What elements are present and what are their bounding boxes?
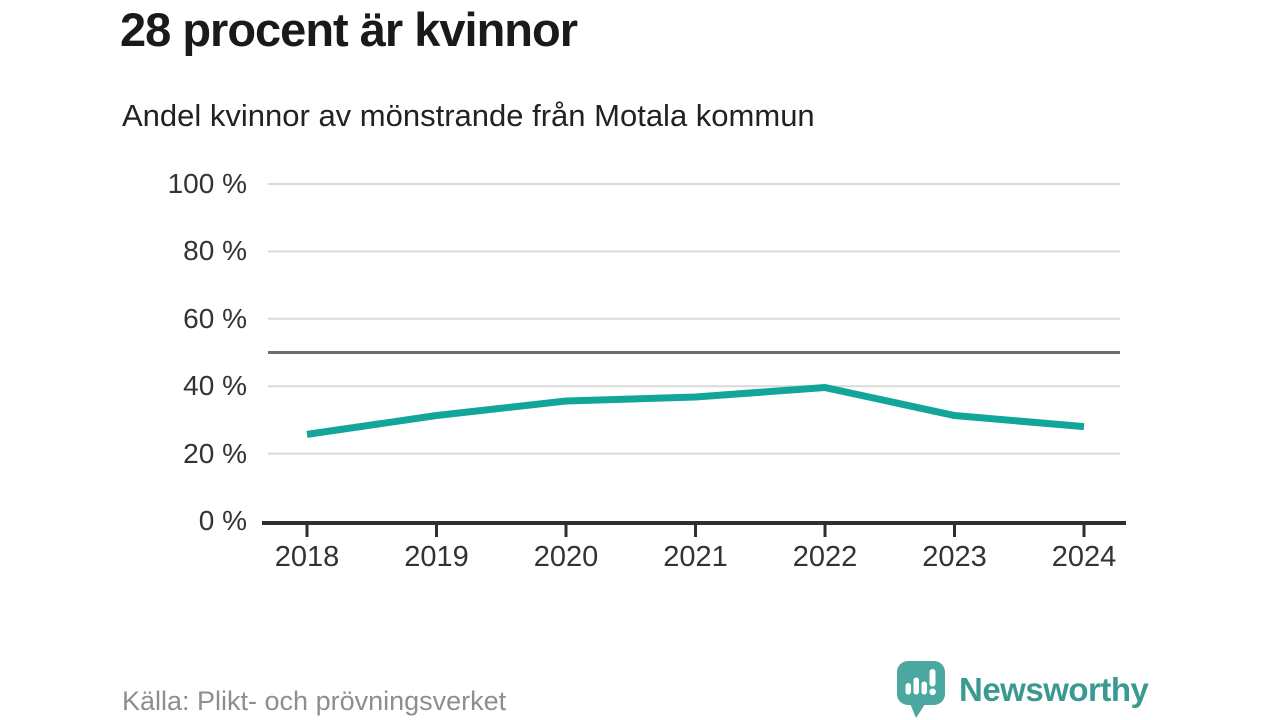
- newsworthy-logo: Newsworthy: [897, 661, 1149, 719]
- x-axis-label-2022: 2022: [792, 541, 858, 573]
- source-note: Källa: Plikt- och prövningsverket: [122, 686, 507, 716]
- x-axis-label-2023: 2023: [922, 541, 987, 573]
- data-line-andel-kvinnor: [306, 384, 1085, 438]
- chart-subtitle: Andel kvinnor av mönstrande från Motala …: [122, 98, 815, 133]
- y-axis-label-100: 100 %: [167, 168, 247, 199]
- chart-title: 28 procent är kvinnor: [120, 3, 578, 56]
- y-axis-label-60: 60 %: [183, 302, 247, 334]
- x-axis-label-2020: 2020: [533, 541, 599, 573]
- y-axis-label-20: 20 %: [183, 437, 247, 469]
- x-axis-label-2021: 2021: [663, 541, 728, 573]
- y-axis-label-0: 0 %: [198, 505, 247, 536]
- newsworthy-bubble-barchart-icon: [897, 661, 945, 718]
- x-axis-label-2018: 2018: [274, 541, 340, 573]
- y-axis-label-40: 40 %: [183, 370, 247, 402]
- x-axis-label-2024: 2024: [1051, 541, 1117, 573]
- y-axis-label-80: 80 %: [183, 235, 247, 267]
- x-axis-label-2019: 2019: [404, 541, 469, 573]
- newsworthy-wordmark: Newsworthy: [959, 671, 1149, 708]
